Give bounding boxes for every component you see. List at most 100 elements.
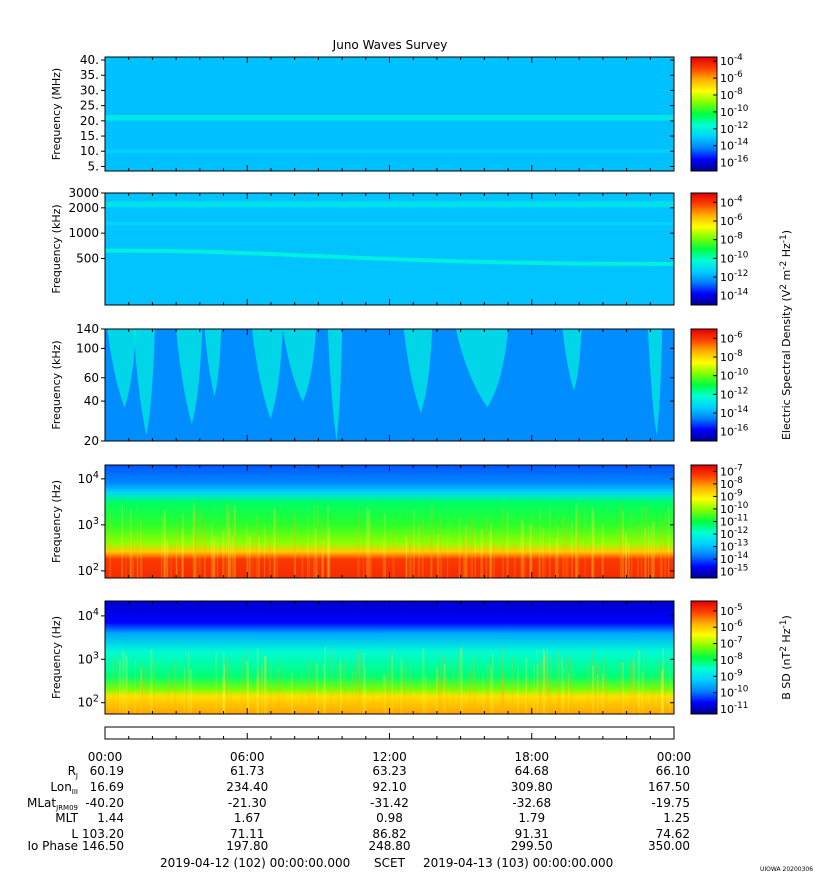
ephemeris-value: -19.75 <box>651 796 690 810</box>
ephemeris-value: 1.67 <box>234 811 261 825</box>
colorbar-gradient <box>690 328 718 442</box>
colorbar-tick-label: 10-9 <box>720 668 743 683</box>
ephemeris-value: 234.40 <box>226 780 268 794</box>
spectrogram-image <box>105 601 674 714</box>
ephemeris-row-label: MLT <box>55 811 78 825</box>
ephemeris-row-label: LonIII <box>50 780 78 796</box>
time-tick-label: 00:00 <box>88 750 123 764</box>
colorbar-tick-label: 10-10 <box>720 501 749 516</box>
spectrogram-panel-3: 140 100 60 40 20 Frequency (kHz) 10-6 10-8 10-10… <box>50 322 749 448</box>
spectral-background <box>105 601 674 714</box>
colorbar-tick-label: 10-14 <box>720 551 749 566</box>
colorbar-tick-label: 10-4 <box>720 53 743 68</box>
ephemeris-value: 86.82 <box>372 827 406 841</box>
radio-emission-feature <box>647 329 663 436</box>
ephemeris-value: 66.10 <box>656 764 690 778</box>
colorbar-tick-label: 10-11 <box>720 514 748 529</box>
colorbar-tick-label: 10-10 <box>720 368 749 383</box>
colorbar-gradient <box>690 192 718 306</box>
colorbar-tick-label: 10-10 <box>720 685 749 700</box>
footer-scet-label: SCET <box>374 856 405 870</box>
y-tick-label: 40. <box>80 53 99 67</box>
radio-emission-feature <box>204 329 222 397</box>
time-tick-label: 00:00 <box>657 750 692 764</box>
ephemeris-value: 167.50 <box>648 780 690 794</box>
colorbar-tick-label: 10-7 <box>720 636 743 651</box>
ephemeris-value: 248.80 <box>369 839 411 853</box>
ephemeris-value: -32.68 <box>512 796 551 810</box>
ephemeris-value: 60.19 <box>90 764 124 778</box>
colorbar-tick-label: 10-15 <box>720 564 748 579</box>
y-axis-label: Frequency (Hz) <box>50 480 63 563</box>
y-tick-label: 10. <box>80 144 99 158</box>
ephemeris-value: 63.23 <box>372 764 406 778</box>
footer-start-time: 2019-04-12 (102) 00:00:00.000 <box>160 856 351 870</box>
ephemeris-value: 299.50 <box>511 839 553 853</box>
ephemeris-value: 350.00 <box>648 839 690 853</box>
y-tick-label: 5. <box>88 159 99 173</box>
ephemeris-value: 309.80 <box>511 780 553 794</box>
colorbar-tick-label: 10-10 <box>720 104 749 119</box>
colorbar-tick-label: 10-7 <box>720 463 743 478</box>
time-tick-label: 18:00 <box>514 750 549 764</box>
colorbar-tick-label: 10-16 <box>720 424 749 439</box>
colorbar: 10-4 10-6 10-8 10-10 10-12 10-14 10-16 <box>690 53 749 172</box>
radio-emission-feature <box>107 329 136 408</box>
time-tick-label: 06:00 <box>230 750 265 764</box>
ephemeris-value: 74.62 <box>656 827 690 841</box>
colorbar-tick-label: 10-10 <box>720 250 749 265</box>
ephemeris-value: 91.31 <box>515 827 549 841</box>
colorbar-tick-label: 10-12 <box>720 121 748 136</box>
spectral-background <box>105 193 674 305</box>
y-axis-label: Frequency (kHz) <box>50 340 63 429</box>
radio-emission-feature <box>403 329 433 413</box>
spectrogram-image <box>105 465 674 578</box>
colorbar-tick-label: 10-14 <box>720 405 749 420</box>
spectrogram-image <box>105 57 674 171</box>
y-tick-label: 103 <box>78 650 99 666</box>
spectral-background <box>105 57 674 171</box>
emission-band <box>105 221 674 226</box>
radio-emission-feature <box>251 329 283 419</box>
spectral-background <box>105 465 674 578</box>
y-tick-label: 40 <box>84 394 99 408</box>
y-tick-label: 20 <box>84 434 99 448</box>
colorbar-tick-label: 10-5 <box>720 603 743 618</box>
y-tick-label: 100 <box>76 341 99 355</box>
y-tick-label: 20. <box>80 114 99 128</box>
y-tick-label: 35. <box>80 68 99 82</box>
colorbar-tick-label: 10-11 <box>720 701 748 716</box>
y-tick-label: 60 <box>84 371 99 385</box>
colorbar-tick-label: 10-14 <box>720 288 749 303</box>
colorbar-tick-label: 10-8 <box>720 232 743 247</box>
ephemeris-value: 1.79 <box>518 811 545 825</box>
radio-emission-feature <box>176 329 203 425</box>
spectrogram-image <box>105 193 674 305</box>
ephemeris-row-label: RJ <box>68 764 78 780</box>
spectrogram-image <box>105 329 674 441</box>
radio-emission-feature <box>133 329 155 436</box>
colorbar-tick-label: 10-6 <box>720 213 743 228</box>
colorbar-tick-label: 10-16 <box>720 155 749 170</box>
ephemeris-value: 0.98 <box>376 811 403 825</box>
ephemeris-row-label: MLatJRM09 <box>27 796 78 812</box>
chart-title: Juno Waves Survey <box>332 38 448 52</box>
uiowa-stamp: UIOWA 20200306 <box>760 866 814 873</box>
colorbar-gradient <box>690 600 718 715</box>
radio-emission-feature <box>455 329 509 408</box>
colorbar-tick-label: 10-6 <box>720 70 743 85</box>
radio-emission-feature <box>282 329 317 402</box>
y-axis-label: Frequency (MHz) <box>50 68 63 160</box>
colorbar-label: B SD (nT2​ Hz-1​) <box>779 615 793 700</box>
colorbar-tick-label: 10-8 <box>720 349 743 364</box>
colorbar-tick-label: 10-4 <box>720 194 743 209</box>
emission-band <box>105 115 674 121</box>
ephemeris-value: 146.50 <box>82 839 124 853</box>
ephemeris-value: 103.20 <box>82 827 124 841</box>
spectrogram-panel-1: 40.35.30. 25.20.15.10.5. Frequency (MHz) 10… <box>50 53 749 173</box>
ephemeris-row-label: Io Phase <box>27 839 78 853</box>
emission-band <box>105 149 674 154</box>
